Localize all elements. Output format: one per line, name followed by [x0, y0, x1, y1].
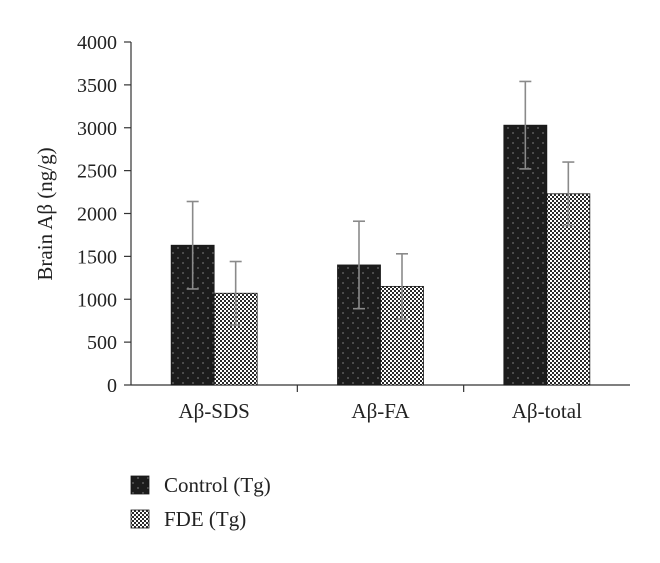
y-tick-label: 0: [107, 375, 117, 397]
y-axis-title: Brain Aβ (ng/g): [33, 147, 57, 280]
bar-fde: [546, 193, 591, 386]
y-axis: 0 500 1000 1500 2000 2500 3000 3500 4000: [77, 32, 132, 397]
y-tick-label: 1500: [77, 246, 117, 268]
y-tick-label: 4000: [77, 32, 117, 54]
x-category-label: Aβ-FA: [351, 399, 410, 423]
x-category-label: Aβ-SDS: [178, 399, 249, 423]
y-tick-label: 1000: [77, 289, 117, 311]
legend-swatch: [130, 509, 150, 529]
error-bars-group: [186, 80, 575, 326]
y-tick-label: 500: [87, 332, 117, 354]
y-tick-label: 3000: [77, 118, 117, 140]
legend: Control (Tg) FDE (Tg): [130, 473, 271, 531]
bars-group: [170, 124, 591, 386]
y-tick-label: 2000: [77, 204, 117, 226]
x-category-label: Aβ-total: [512, 399, 582, 423]
x-axis: Aβ-SDS Aβ-FA Aβ-total: [131, 384, 630, 423]
legend-swatch: [130, 475, 150, 495]
legend-label: FDE (Tg): [164, 507, 246, 531]
legend-label: Control (Tg): [164, 473, 271, 497]
y-tick-label: 2500: [77, 161, 117, 183]
y-tick-label: 3500: [77, 75, 117, 97]
